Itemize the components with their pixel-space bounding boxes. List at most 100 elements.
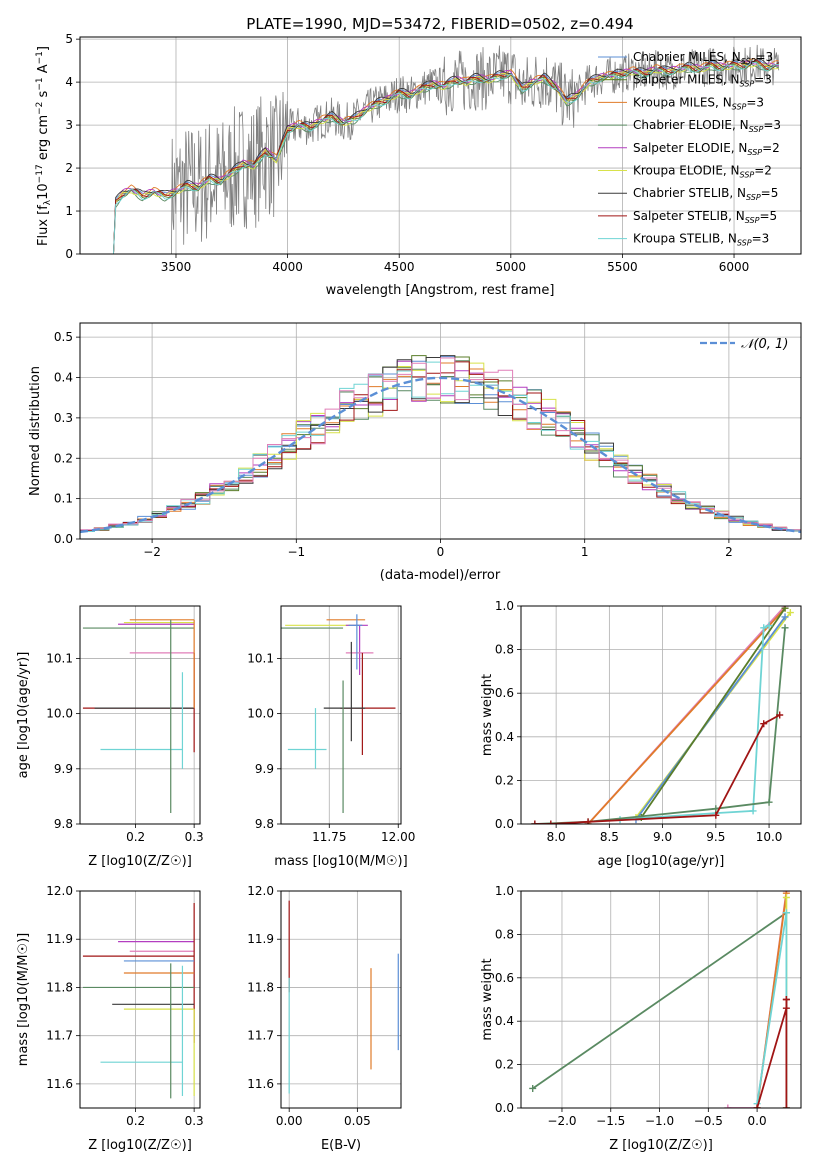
mass-vs-Z-ylabel: mass [log10(M/M☉)] bbox=[16, 933, 31, 1066]
spectrum-panel: PLATE=1990, MJD=53472, FIBERID=0502, z=0… bbox=[35, 15, 802, 298]
x-tick-label: −2.0 bbox=[547, 1114, 576, 1128]
massweight-vs-age-ylabel: mass weight bbox=[480, 674, 495, 756]
x-tick-label: 1 bbox=[581, 545, 589, 559]
plus-marker bbox=[724, 1104, 732, 1108]
age-vs-Z-panel: 0.2 0.3 9.8 9.9 10.0 10.1 Z [log10(Z/Z☉)] age [… bbox=[16, 605, 204, 869]
x-tick-label: 8.0 bbox=[547, 830, 566, 844]
x-tick-label: 12.00 bbox=[381, 830, 415, 844]
x-tick-label: 6000 bbox=[719, 260, 750, 274]
y-tick-label: 2 bbox=[65, 161, 73, 175]
age-vs-Z-marks bbox=[82, 619, 195, 813]
age-vs-mass-marks bbox=[281, 614, 396, 813]
spectrum-xlabel: wavelength [Angstrom, rest frame] bbox=[326, 283, 555, 298]
y-tick-label: 5 bbox=[65, 32, 73, 46]
plus-marker bbox=[781, 606, 789, 612]
legend-entry: Kroupa MILES, NSSP=3 bbox=[633, 95, 764, 111]
legend-entry: Chabrier MILES, NSSP=3 bbox=[633, 50, 773, 66]
residual-histograms bbox=[80, 355, 801, 535]
y-tick-label: 0.0 bbox=[495, 1101, 514, 1115]
age-vs-Z-ylabel: age [log10(age/yr)] bbox=[16, 652, 31, 779]
spectrum-ticks: 3500 4000 4500 5000 5500 6000 0 1 2 3 4 5 bbox=[65, 32, 749, 274]
y-tick-label: 9.8 bbox=[54, 817, 73, 831]
y-tick-label: 11.7 bbox=[46, 1029, 73, 1043]
x-tick-label: 5500 bbox=[607, 260, 638, 274]
y-tick-label: 0.8 bbox=[495, 927, 514, 941]
x-tick-label: 11.75 bbox=[312, 830, 346, 844]
age-vs-Z-ticks: 0.2 0.3 9.8 9.9 10.0 10.1 bbox=[46, 651, 203, 844]
mass-vs-ebv-marks bbox=[288, 900, 399, 1094]
age-vs-mass-xlabel: mass [log10(M/M☉)] bbox=[274, 854, 407, 869]
plus-marker bbox=[753, 1104, 761, 1108]
plus-marker bbox=[776, 711, 784, 719]
x-tick-label: 4000 bbox=[272, 260, 303, 274]
massweight-vs-age-marks bbox=[531, 606, 794, 824]
mass-weight-line bbox=[534, 714, 781, 824]
y-tick-label: 1.0 bbox=[495, 599, 514, 613]
plus-marker bbox=[782, 894, 790, 902]
y-tick-label: 11.6 bbox=[247, 1077, 274, 1091]
x-tick-label: 8.5 bbox=[600, 830, 619, 844]
age-vs-Z-xlabel: Z [log10(Z/Z☉)] bbox=[88, 854, 192, 869]
mass-vs-ebv-frame bbox=[280, 890, 402, 1109]
x-tick-label: 9.0 bbox=[653, 830, 672, 844]
massweight-vs-age-ticks: 8.0 8.5 9.0 9.5 10.0 0.0 0.2 0.4 0.6 0.8 1.0 bbox=[495, 599, 783, 844]
y-tick-label: 0.4 bbox=[495, 730, 514, 744]
y-tick-label: 1 bbox=[65, 204, 73, 218]
mass-vs-ebv-xlabel: E(B-V) bbox=[321, 1138, 361, 1153]
y-tick-label: 10.0 bbox=[247, 707, 274, 721]
residuals-ylabel: Normed distribution bbox=[28, 366, 43, 496]
residuals-xlabel: (data-model)/error bbox=[380, 568, 501, 583]
plus-marker bbox=[531, 820, 539, 824]
y-tick-label: 11.8 bbox=[46, 980, 73, 994]
plus-marker bbox=[781, 624, 789, 632]
massweight-vs-Z-ticks: −2.0 −1.5 −1.0 −0.5 0.0 0.0 0.2 0.4 0.6 0.8 1.0 bbox=[495, 884, 767, 1128]
y-tick-label: 3 bbox=[65, 118, 73, 132]
x-tick-label: 0.3 bbox=[185, 830, 204, 844]
x-tick-label: −1.0 bbox=[645, 1114, 674, 1128]
x-tick-label: 0.05 bbox=[344, 1114, 371, 1128]
plus-marker bbox=[765, 622, 773, 630]
age-vs-Z-frame bbox=[79, 605, 201, 825]
massweight-vs-Z-ylabel: mass weight bbox=[480, 958, 495, 1040]
mass-weight-line bbox=[587, 607, 786, 824]
y-tick-label: 11.9 bbox=[46, 932, 73, 946]
plus-marker bbox=[782, 1104, 790, 1108]
model-line-chabrier-elodie bbox=[109, 63, 779, 254]
y-tick-label: 0.5 bbox=[54, 330, 73, 344]
y-tick-label: 11.9 bbox=[247, 932, 274, 946]
plus-marker bbox=[712, 811, 720, 819]
x-tick-label: −1 bbox=[287, 545, 305, 559]
y-tick-label: 0.4 bbox=[495, 1014, 514, 1028]
massweight-vs-age-panel: 8.0 8.5 9.0 9.5 10.0 0.0 0.2 0.4 0.6 0.8 1.0 age [l… bbox=[480, 599, 802, 869]
x-tick-label: 0.3 bbox=[185, 1114, 204, 1128]
y-tick-label: 12.0 bbox=[46, 884, 73, 898]
normal-curve bbox=[80, 376, 801, 534]
legend-entry: Kroupa STELIB, NSSP=3 bbox=[633, 232, 769, 248]
legend-entry: Salpeter STELIB, NSSP=5 bbox=[633, 209, 777, 225]
plus-marker bbox=[760, 720, 768, 728]
x-tick-label: 0.2 bbox=[126, 1114, 145, 1128]
x-tick-label: −2 bbox=[143, 545, 161, 559]
y-tick-label: 12.0 bbox=[247, 884, 274, 898]
y-tick-label: 0.0 bbox=[54, 532, 73, 546]
y-tick-label: 0.3 bbox=[54, 411, 73, 425]
plus-marker bbox=[782, 996, 790, 1003]
mass-weight-line bbox=[532, 911, 787, 1090]
age-vs-mass-panel: 11.75 12.00 9.8 9.9 10.0 10.1 mass [log10(M/M☉… bbox=[247, 605, 415, 869]
x-tick-label: 0.2 bbox=[126, 830, 145, 844]
plus-marker bbox=[786, 609, 794, 617]
x-tick-label: 10.0 bbox=[756, 830, 783, 844]
y-tick-label: 0.6 bbox=[495, 686, 514, 700]
plus-marker bbox=[712, 805, 720, 813]
y-tick-label: 0.2 bbox=[54, 451, 73, 465]
x-tick-label: 0.00 bbox=[276, 1114, 303, 1128]
spectrum-legend: Chabrier MILES, NSSP=3 Salpeter MILES, NS… bbox=[598, 50, 781, 248]
y-tick-label: 9.9 bbox=[54, 762, 73, 776]
y-tick-label: 1.0 bbox=[495, 884, 514, 898]
y-tick-label: 9.8 bbox=[255, 817, 274, 831]
legend-entry: Chabrier STELIB, NSSP=5 bbox=[633, 186, 778, 202]
y-tick-label: 0.2 bbox=[495, 1058, 514, 1072]
y-tick-label: 0.1 bbox=[54, 492, 73, 506]
y-tick-label: 0.6 bbox=[495, 971, 514, 985]
